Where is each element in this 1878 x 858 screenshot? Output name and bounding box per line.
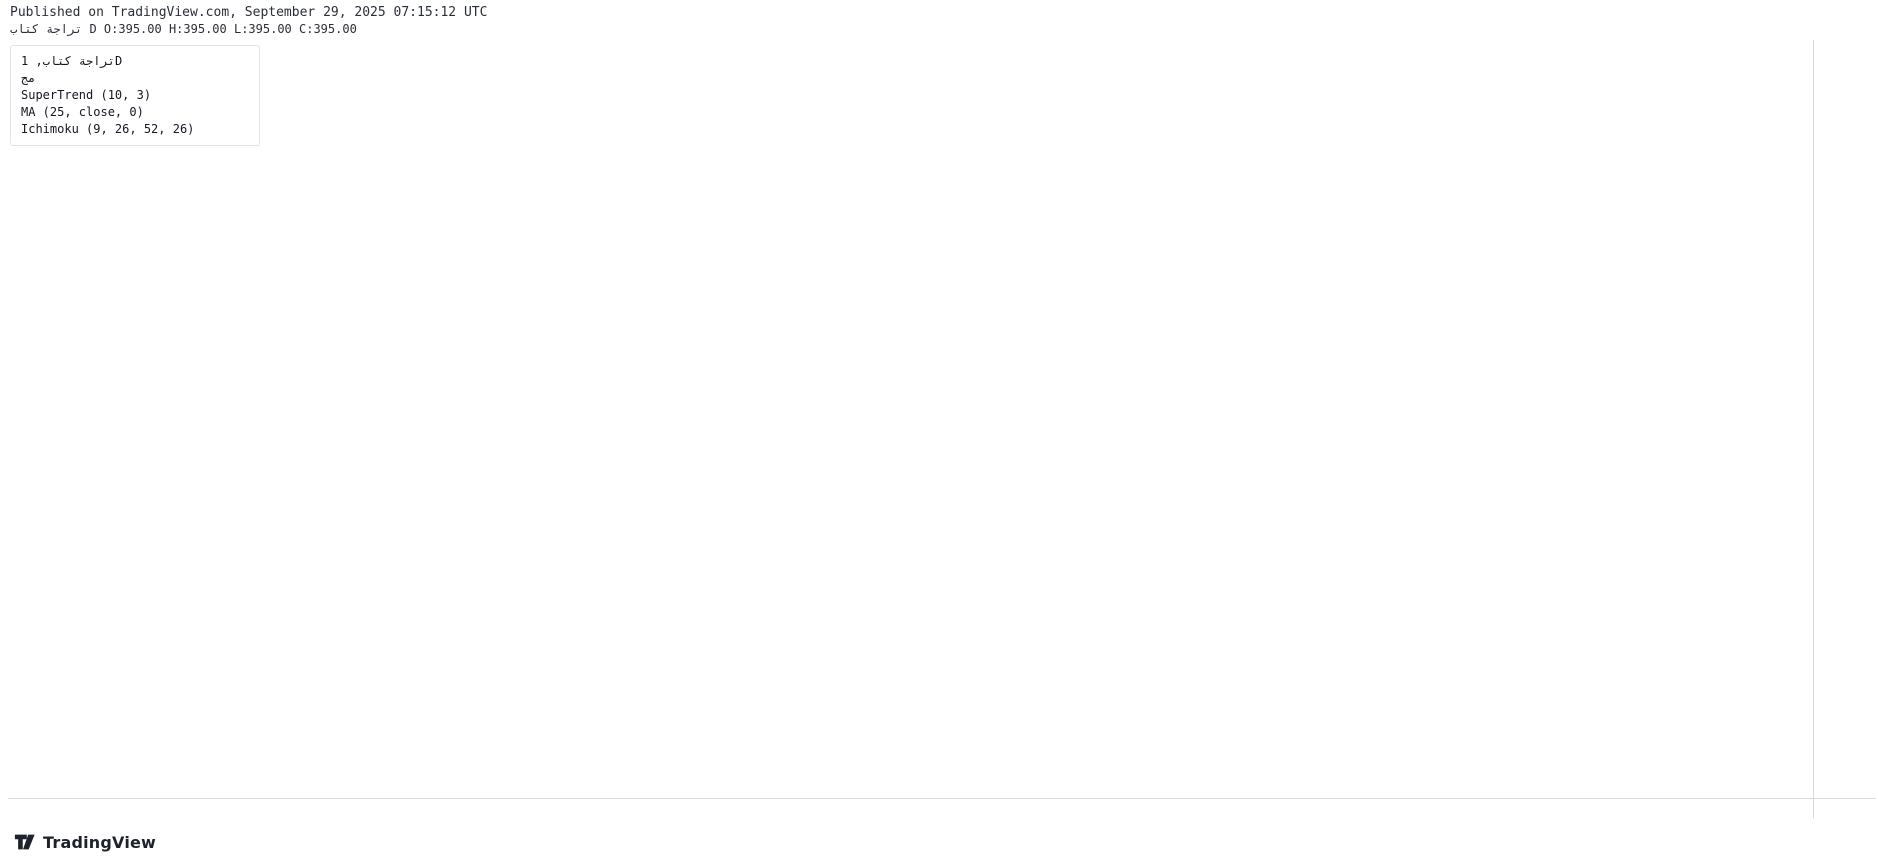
- legend-symbol-row: تراجة كتاب, 1D: [21, 54, 123, 68]
- ohlc-values: D O:395.00 H:395.00 L:395.00 C:395.00: [89, 22, 357, 36]
- tradingview-logo-text: TradingView: [43, 832, 157, 852]
- time-axis[interactable]: [8, 798, 1876, 820]
- price-axis[interactable]: [1813, 40, 1878, 818]
- tradingview-logo-icon: [14, 834, 35, 850]
- symbol-name: تراجة كتاب: [10, 22, 83, 36]
- legend-ichimoku-row: Ichimoku (9, 26, 52, 26): [21, 122, 195, 136]
- legend-exchange-row: مج: [21, 71, 36, 85]
- tradingview-logo[interactable]: TradingView: [14, 831, 156, 853]
- indicator-legend: تراجة كتاب, 1D مج SuperTrend (10, 3) MA …: [10, 45, 260, 146]
- legend-supertrend-row: SuperTrend (10, 3): [21, 88, 152, 102]
- legend-ma-row: MA (25, close, 0): [21, 105, 144, 119]
- published-timestamp: Published on TradingView.com, September …: [10, 5, 488, 20]
- symbol-quote-line: تراجة كتاب D O:395.00 H:395.00 L:395.00 …: [10, 22, 357, 36]
